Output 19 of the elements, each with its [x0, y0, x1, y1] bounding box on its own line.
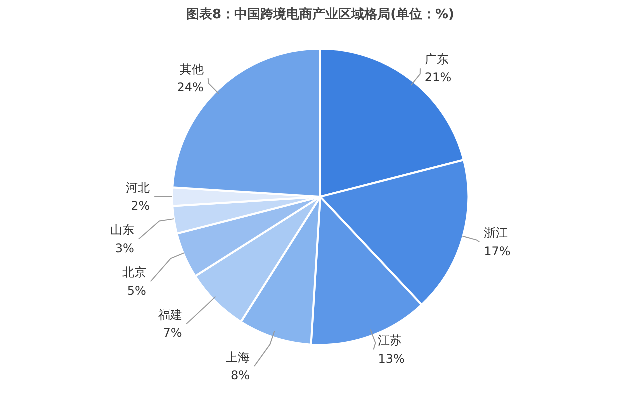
- slice-label: 上海: [226, 350, 250, 364]
- slice-label: 浙江: [484, 226, 508, 240]
- slice-label: 河北: [126, 180, 150, 195]
- data-label: 7%: [163, 326, 182, 340]
- data-label: 21%: [424, 70, 452, 85]
- slice-label: 北京: [122, 266, 146, 280]
- slice-label: 广东: [424, 52, 449, 67]
- slice-label: 其他: [180, 62, 204, 76]
- data-label: 2%: [131, 199, 150, 214]
- data-label: 5%: [127, 284, 146, 298]
- data-label: 24%: [177, 80, 204, 95]
- slice-label: 山东: [110, 223, 134, 238]
- data-label: 13%: [378, 352, 405, 366]
- data-label: 3%: [115, 241, 134, 256]
- slice-label: 江苏: [378, 334, 402, 348]
- chart-title: 图表8：中国跨境电商产业区域格局(单位：%): [186, 6, 454, 22]
- data-label: 17%: [484, 244, 511, 258]
- data-label: 8%: [231, 368, 250, 383]
- slice-label: 福建: [158, 308, 182, 322]
